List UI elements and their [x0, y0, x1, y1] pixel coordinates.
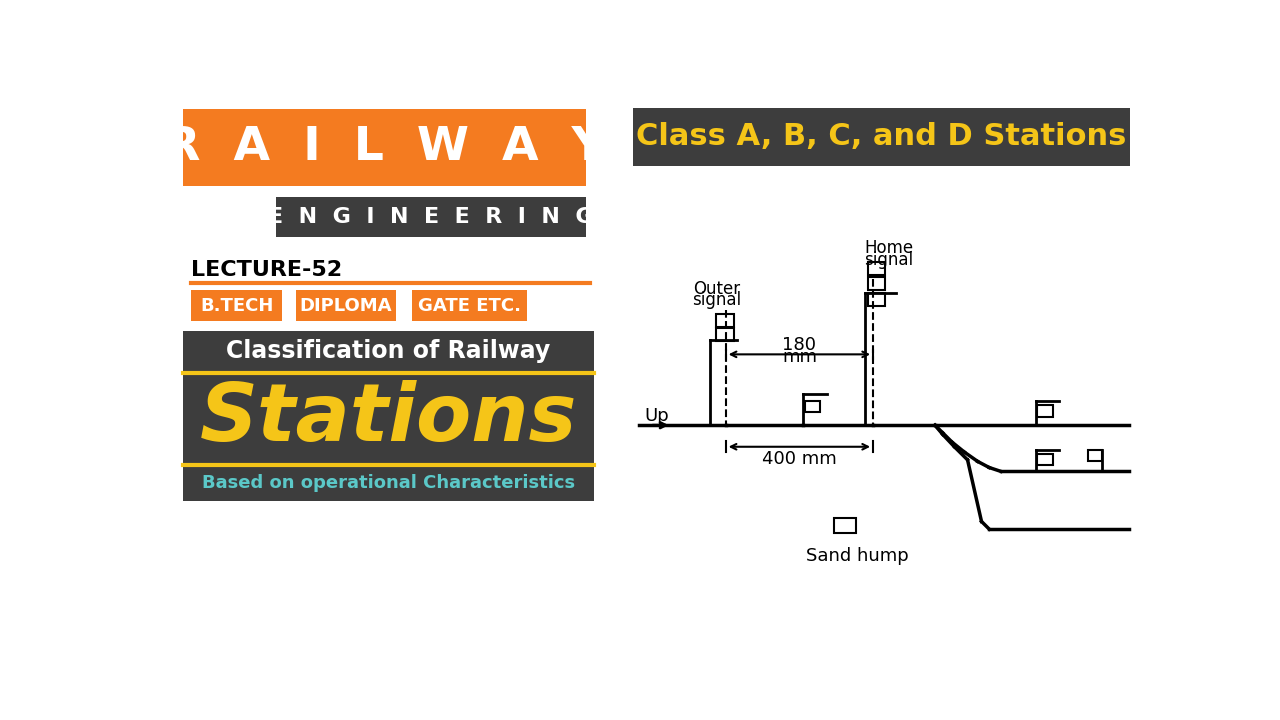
Text: Stations: Stations	[200, 380, 577, 458]
Bar	[868, 277, 884, 290]
Bar	[868, 262, 884, 275]
Text: signal: signal	[864, 251, 913, 269]
FancyBboxPatch shape	[276, 197, 586, 237]
Text: LECTURE-52: LECTURE-52	[191, 260, 342, 279]
Bar	[1037, 454, 1053, 465]
Text: Classification of Railway: Classification of Railway	[227, 339, 550, 364]
FancyBboxPatch shape	[412, 290, 526, 321]
Text: Based on operational Characteristics: Based on operational Characteristics	[202, 474, 575, 492]
FancyBboxPatch shape	[183, 109, 586, 186]
FancyBboxPatch shape	[183, 331, 594, 372]
FancyBboxPatch shape	[191, 290, 283, 321]
Text: Sand hump: Sand hump	[806, 547, 909, 565]
Bar	[868, 293, 884, 306]
Text: B.TECH: B.TECH	[200, 297, 274, 315]
FancyBboxPatch shape	[632, 108, 1130, 166]
Bar	[835, 518, 856, 533]
Bar	[805, 400, 820, 412]
Text: Up: Up	[644, 407, 669, 425]
Bar	[1037, 405, 1053, 417]
Text: Class A, B, C, and D Stations: Class A, B, C, and D Stations	[636, 122, 1126, 151]
Text: Outer: Outer	[692, 280, 740, 298]
Text: mm: mm	[782, 348, 817, 366]
Text: DIPLOMA: DIPLOMA	[300, 297, 392, 315]
Bar	[1088, 450, 1102, 461]
Bar	[717, 313, 733, 327]
Text: signal: signal	[692, 292, 741, 310]
Text: 180: 180	[782, 336, 817, 354]
Text: E  N  G  I  N  E  E  R  I  N  G: E N G I N E E R I N G	[269, 207, 594, 227]
FancyBboxPatch shape	[183, 373, 594, 464]
Text: 400 mm: 400 mm	[762, 450, 837, 468]
FancyBboxPatch shape	[296, 290, 397, 321]
Text: R  A  I  L  W  A  Y: R A I L W A Y	[164, 125, 605, 171]
Bar	[717, 328, 733, 341]
FancyBboxPatch shape	[183, 465, 594, 500]
Text: GATE ETC.: GATE ETC.	[417, 297, 521, 315]
Text: Home: Home	[864, 239, 913, 257]
